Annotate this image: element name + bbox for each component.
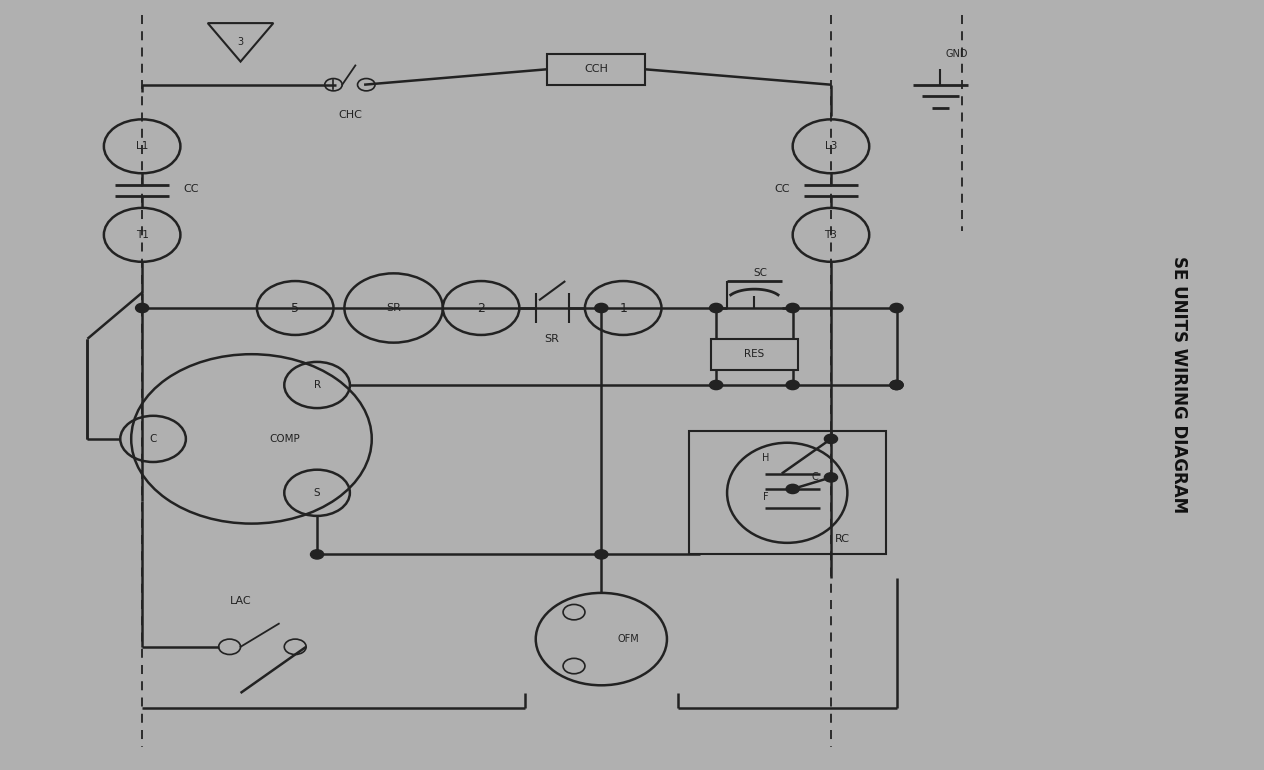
Circle shape bbox=[890, 380, 902, 390]
Text: 3: 3 bbox=[238, 38, 244, 47]
Text: T1: T1 bbox=[135, 230, 149, 239]
Text: C: C bbox=[149, 434, 157, 444]
Text: SE UNITS WIRING DIAGRAM: SE UNITS WIRING DIAGRAM bbox=[1169, 256, 1188, 514]
Circle shape bbox=[824, 473, 838, 482]
Bar bbox=[689, 431, 886, 554]
Text: 1: 1 bbox=[619, 302, 627, 314]
Text: CC: CC bbox=[183, 184, 200, 193]
Text: CHC: CHC bbox=[337, 111, 362, 120]
Text: R: R bbox=[313, 380, 321, 390]
Text: SR: SR bbox=[545, 334, 560, 343]
Text: GND: GND bbox=[945, 49, 968, 59]
Text: 2: 2 bbox=[477, 302, 485, 314]
Circle shape bbox=[786, 484, 799, 494]
Text: T3: T3 bbox=[824, 230, 837, 239]
Text: 5: 5 bbox=[291, 302, 300, 314]
Text: L1: L1 bbox=[137, 142, 148, 151]
Text: LAC: LAC bbox=[230, 596, 252, 605]
Circle shape bbox=[595, 303, 608, 313]
Circle shape bbox=[311, 550, 324, 559]
Text: OFM: OFM bbox=[618, 634, 640, 644]
Circle shape bbox=[709, 303, 723, 313]
Text: RES: RES bbox=[744, 350, 765, 359]
Circle shape bbox=[824, 434, 838, 444]
Text: COMP: COMP bbox=[269, 434, 300, 444]
Text: SC: SC bbox=[753, 269, 767, 278]
Circle shape bbox=[786, 380, 799, 390]
Text: RC: RC bbox=[834, 534, 849, 544]
Text: C: C bbox=[811, 473, 818, 482]
Circle shape bbox=[135, 303, 149, 313]
Text: F: F bbox=[762, 492, 769, 501]
Text: L3: L3 bbox=[825, 142, 837, 151]
Circle shape bbox=[709, 380, 723, 390]
Circle shape bbox=[890, 303, 902, 313]
Text: SR: SR bbox=[387, 303, 401, 313]
Circle shape bbox=[786, 303, 799, 313]
Text: CCH: CCH bbox=[584, 65, 608, 74]
Text: H: H bbox=[762, 454, 769, 463]
Circle shape bbox=[890, 380, 902, 390]
Text: CC: CC bbox=[774, 184, 790, 193]
Bar bbox=[710, 339, 798, 370]
Bar bbox=[546, 54, 645, 85]
Circle shape bbox=[595, 550, 608, 559]
Text: S: S bbox=[313, 488, 320, 497]
